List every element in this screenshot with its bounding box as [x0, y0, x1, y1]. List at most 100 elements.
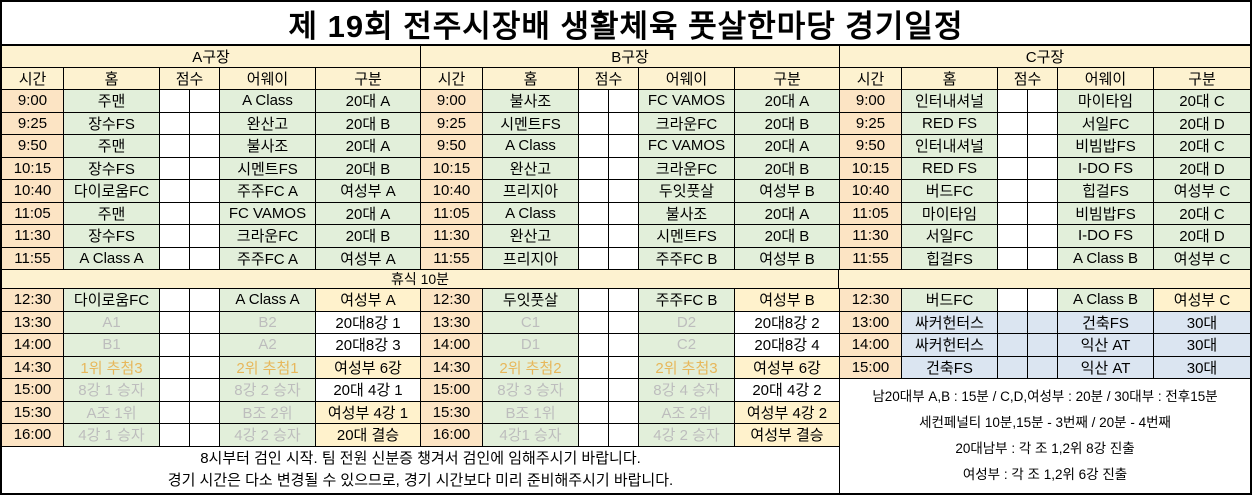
- home-score-cell: [579, 311, 609, 334]
- home-team-cell: 완산고: [483, 225, 579, 248]
- section-header: A구장: [2, 46, 420, 68]
- match-row: 13:30 A1 B2 20대8강 1: [2, 311, 420, 334]
- away-score-cell: [190, 135, 220, 158]
- away-team-cell: FC VAMOS: [639, 90, 735, 113]
- home-team-cell: 마이타임: [902, 202, 998, 225]
- away-score-cell: [1028, 112, 1058, 135]
- away-score-cell: [609, 225, 639, 248]
- division-cell: 20대 4강 1: [316, 379, 420, 402]
- division-cell: 20대 B: [735, 112, 839, 135]
- home-team-cell: A조 1위: [64, 401, 160, 424]
- division-cell: 20대 A: [735, 135, 839, 158]
- time-cell: 9:50: [421, 135, 483, 158]
- division-cell: 여성부 6강: [316, 356, 420, 379]
- home-team-cell: 2위 추첨2: [483, 356, 579, 379]
- match-row: 11:55 프리지아 주주FC B 여성부 B: [421, 247, 839, 270]
- away-team-cell: 주주FC B: [639, 289, 735, 312]
- home-score-cell: [579, 90, 609, 113]
- match-row: 11:30 완산고 시멘트FS 20대 B: [421, 225, 839, 248]
- home-team-cell: 버드FC: [902, 289, 998, 312]
- home-score-cell: [579, 356, 609, 379]
- match-row: 11:30 서일FC I-DO FS 20대 D: [840, 225, 1250, 248]
- time-cell: 12:30: [421, 289, 483, 312]
- match-row: 9:00 인터내셔널 마이타임 20대 C: [840, 90, 1250, 113]
- away-team-cell: 8강 4 승자: [639, 379, 735, 402]
- away-team-cell: B2: [220, 311, 316, 334]
- time-cell: 15:00: [840, 356, 902, 379]
- home-team-cell: 건축FS: [902, 356, 998, 379]
- away-score-cell: [190, 180, 220, 203]
- away-score-cell: [1028, 202, 1058, 225]
- away-score-cell: [1028, 247, 1058, 270]
- break-row: 휴식 10분: [2, 270, 839, 288]
- match-row: 15:30 A조 1위 B조 2위 여성부 4강 1: [2, 401, 420, 424]
- home-team-cell: 인터내셔널: [902, 135, 998, 158]
- division-cell: 20대 C: [1154, 135, 1250, 158]
- away-score-cell: [190, 334, 220, 357]
- division-cell: 20대 C: [1154, 202, 1250, 225]
- column-header-time: 시간: [840, 68, 902, 90]
- field-ab-afternoon-wrap: 12:30 다이로움FC A Class A 여성부 A 13:30 A1 B2 20대8강 …: [2, 289, 839, 493]
- division-cell: 20대 B: [316, 157, 420, 180]
- time-cell: 15:30: [2, 401, 64, 424]
- home-score-cell: [998, 112, 1028, 135]
- away-team-cell: 2위 추첨1: [220, 356, 316, 379]
- time-cell: 9:00: [840, 90, 902, 113]
- field-c-notes: 남20대부 A,B : 15분 / C,D,여성부 : 20분 / 30대부 :…: [840, 379, 1250, 493]
- match-row: 9:50 주맨 불사조 20대 A: [2, 135, 420, 158]
- match-row: 11:05 A Class 불사조 20대 A: [421, 202, 839, 225]
- match-row: 11:05 마이타임 비빔밥FS 20대 C: [840, 202, 1250, 225]
- home-score-cell: [160, 334, 190, 357]
- field-ab-afternoon-rows: 12:30 다이로움FC A Class A 여성부 A 13:30 A1 B2 20대8강 …: [2, 289, 839, 447]
- column-header-home: 홈: [64, 68, 160, 90]
- note-line: 여성부 : 각 조 1,2위 6강 진출: [962, 467, 1128, 482]
- division-cell: 20대 A: [735, 202, 839, 225]
- morning-band: A구장 시간 홈 점수 어웨이 구분 9:00 주맨 A Class 20대 A 9:25 장수FS 완…: [2, 46, 1250, 270]
- division-cell: 여성부 C: [1154, 289, 1250, 312]
- column-header-score: 점수: [998, 68, 1058, 90]
- field-a-morning: A구장 시간 홈 점수 어웨이 구분 9:00 주맨 A Class 20대 A 9:25 장수FS 완…: [2, 46, 420, 270]
- home-team-cell: 프리지아: [483, 180, 579, 203]
- home-team-cell: 4강1 승자: [483, 424, 579, 447]
- home-score-cell: [998, 135, 1028, 158]
- division-cell: 여성부 4강 1: [316, 401, 420, 424]
- division-cell: 20대 A: [735, 90, 839, 113]
- column-header-away: 어웨이: [639, 68, 735, 90]
- home-score-cell: [998, 157, 1028, 180]
- home-score-cell: [998, 247, 1028, 270]
- home-team-cell: 싸커헌터스: [902, 311, 998, 334]
- division-cell: 여성부 B: [735, 180, 839, 203]
- home-team-cell: 주맨: [64, 135, 160, 158]
- away-score-cell: [1028, 225, 1058, 248]
- home-score-cell: [579, 424, 609, 447]
- column-header-score: 점수: [160, 68, 220, 90]
- away-team-cell: 완산고: [220, 112, 316, 135]
- away-team-cell: 주주FC A: [220, 180, 316, 203]
- match-row: 12:30 두잇풋살 주주FC B 여성부 B: [421, 289, 839, 312]
- time-cell: 14:00: [421, 334, 483, 357]
- home-score-cell: [160, 180, 190, 203]
- home-team-cell: RED FS: [902, 157, 998, 180]
- division-cell: 여성부 A: [316, 247, 420, 270]
- home-team-cell: A Class: [483, 135, 579, 158]
- column-header-division: 구분: [1154, 68, 1250, 90]
- home-score-cell: [160, 424, 190, 447]
- home-team-cell: 프리지아: [483, 247, 579, 270]
- time-cell: 10:40: [421, 180, 483, 203]
- time-cell: 12:30: [840, 289, 902, 312]
- home-score-cell: [998, 356, 1028, 379]
- division-cell: 20대 D: [1154, 112, 1250, 135]
- match-row: 11:30 장수FS 크라운FC 20대 B: [2, 225, 420, 248]
- column-header-home: 홈: [483, 68, 579, 90]
- match-row: 14:00 D1 C2 20대8강 4: [421, 334, 839, 357]
- home-team-cell: B조 1위: [483, 401, 579, 424]
- away-score-cell: [609, 311, 639, 334]
- away-score-cell: [1028, 157, 1058, 180]
- time-cell: 10:15: [2, 157, 64, 180]
- away-team-cell: A Class B: [1058, 247, 1154, 270]
- match-row: 10:40 버드FC 힙걸FS 여성부 C: [840, 180, 1250, 203]
- time-cell: 14:30: [421, 356, 483, 379]
- away-team-cell: 불사조: [639, 202, 735, 225]
- note-line: 8시부터 검인 시작. 팀 전원 신분증 챙겨서 검인에 임해주시기 바랍니다.: [200, 449, 641, 467]
